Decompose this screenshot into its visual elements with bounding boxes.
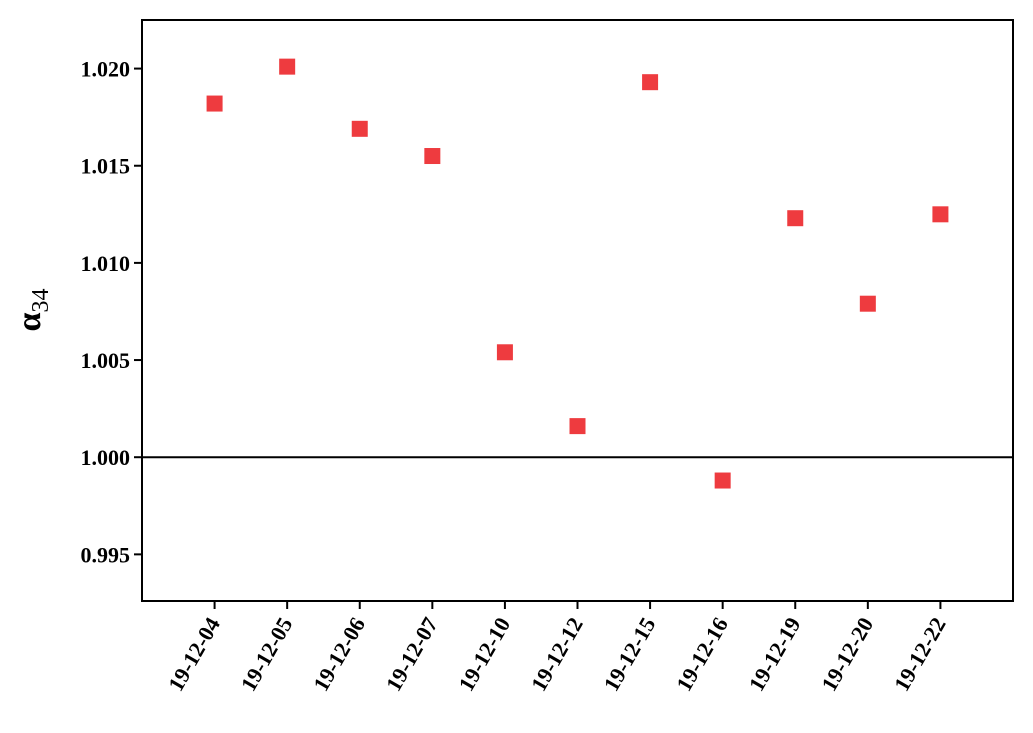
x-tick-label: 19-12-06 xyxy=(308,613,370,695)
x-tick-label: 19-12-07 xyxy=(381,613,443,695)
marker xyxy=(496,344,513,361)
marker xyxy=(787,210,804,227)
y-axis-label: α34 xyxy=(11,289,54,332)
marker xyxy=(642,74,659,91)
x-tick-label: 19-12-15 xyxy=(598,613,660,695)
marker xyxy=(569,418,586,435)
y-tick-label: 0.995 xyxy=(81,542,131,567)
y-tick-label: 1.010 xyxy=(81,251,131,276)
y-tick-label: 1.000 xyxy=(81,445,131,470)
x-tick-label: 19-12-04 xyxy=(163,613,225,695)
x-tick-label: 19-12-20 xyxy=(816,613,878,695)
plot-frame xyxy=(141,19,1014,602)
y-tick-label: 1.020 xyxy=(81,57,131,82)
x-tick-label: 19-12-22 xyxy=(889,613,951,695)
x-tick-label: 19-12-16 xyxy=(671,613,733,695)
marker xyxy=(206,95,223,112)
y-label-subscript: 34 xyxy=(28,289,54,313)
y-tick-label: 1.005 xyxy=(81,348,131,373)
marker xyxy=(424,148,441,165)
x-tick-label: 19-12-05 xyxy=(236,613,298,695)
marker xyxy=(714,472,731,489)
x-tick-label: 19-12-10 xyxy=(453,613,515,695)
y-label-main: α xyxy=(11,312,48,331)
x-tick-label: 19-12-12 xyxy=(526,613,588,695)
marker xyxy=(932,206,949,223)
y-tick-label: 1.015 xyxy=(81,154,131,179)
marker xyxy=(859,295,876,312)
marker xyxy=(279,58,296,75)
marker xyxy=(351,120,368,137)
x-tick-label: 19-12-19 xyxy=(744,613,806,695)
